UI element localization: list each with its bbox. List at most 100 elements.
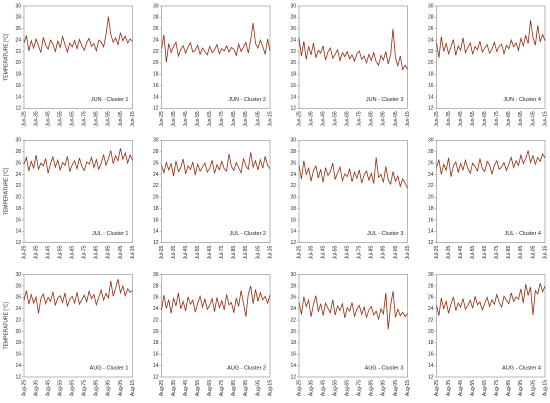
- data-line: [161, 285, 271, 317]
- y-tick-label: 20: [153, 195, 159, 201]
- x-tick-label: Jul-25: [21, 245, 27, 259]
- x-tick-label: Jul-65: [70, 245, 76, 259]
- x-tick-label: Jul-45: [45, 245, 51, 259]
- plot-frame: [436, 5, 546, 109]
- x-tick-label: Jul-55: [57, 245, 63, 259]
- panel: 12 14 16 18 20 22 24 26 28 30 Jun-25 Jun-35 Jun-45 Ju…: [290, 3, 410, 126]
- x-tick-label: Aug-85: [506, 380, 512, 396]
- y-tick-label: 14: [290, 229, 296, 235]
- panel: 12 14 16 18 20 22 24 26 28 30 Aug-25 Aug-35 Aug-45 Au…: [428, 272, 548, 396]
- panel-title: JUL - Cluster 1: [92, 231, 128, 237]
- x-tick-label: Jun-75: [219, 111, 225, 127]
- x-tick-label: Jun-65: [482, 111, 488, 127]
- y-tick-label: 22: [290, 183, 296, 189]
- plot-frame: [298, 140, 408, 243]
- y-tick-label: 14: [290, 363, 296, 369]
- x-tick-label: Jun-85: [231, 111, 237, 127]
- x-tick-label: Aug-45: [458, 380, 464, 396]
- y-tick-label: 24: [428, 306, 434, 312]
- y-tick-label: 18: [15, 72, 21, 78]
- y-tick-label: 22: [15, 317, 21, 323]
- y-tick-label: 24: [428, 172, 434, 178]
- x-tick-label: Jul-85: [369, 245, 375, 259]
- x-tick-label: Aug-35: [308, 380, 314, 396]
- x-tick-label: Jul-35: [171, 245, 177, 259]
- y-tick-label: 18: [153, 206, 159, 212]
- x-tick-label: Jun-35: [33, 111, 39, 127]
- y-tick-label: 20: [290, 195, 296, 201]
- x-tick-label: Aug-65: [482, 380, 488, 396]
- x-tick-label: Jun-25: [434, 111, 440, 127]
- y-tick-label: 18: [153, 340, 159, 346]
- y-tick-label: 30: [290, 272, 296, 278]
- x-tick-label: Aug-25: [434, 380, 440, 396]
- panel-title: JUL - Cluster 3: [367, 231, 403, 237]
- panel: 12 14 16 18 20 22 24 26 28 30 Jul-25 Jul-35 Jul-45 Ju…: [290, 138, 410, 260]
- x-tick-label: Aug-55: [470, 380, 476, 396]
- x-tick-label: Aug-75: [82, 380, 88, 396]
- y-tick-label: 30: [428, 3, 434, 9]
- y-tick-label: 30: [290, 138, 296, 144]
- x-tick-label: Jul-05: [393, 245, 399, 259]
- x-tick-label: Jun-25: [296, 111, 302, 127]
- x-tick-label: Jun-45: [458, 111, 464, 127]
- y-tick-label: 18: [290, 340, 296, 346]
- y-tick-label: 16: [428, 217, 434, 223]
- x-tick-label: Jul-95: [381, 245, 387, 259]
- y-tick-label: 12: [290, 106, 296, 112]
- x-tick-label: Aug-65: [345, 380, 351, 396]
- y-tick-label: 26: [290, 295, 296, 301]
- y-tick-label: 24: [15, 172, 21, 178]
- x-tick-label: Jul-55: [470, 245, 476, 259]
- x-tick-label: Jul-45: [458, 245, 464, 259]
- x-tick-label: Jul-45: [183, 245, 189, 259]
- y-tick-label: 14: [15, 229, 21, 235]
- y-tick-label: 14: [153, 94, 159, 100]
- y-tick-label: 16: [153, 352, 159, 358]
- plot-frame: [161, 274, 271, 378]
- y-tick-label: 22: [428, 183, 434, 189]
- panel-title: AUG - Cluster 3: [365, 365, 404, 371]
- x-tick-label: Jun-45: [183, 111, 189, 127]
- x-tick-label: Aug-55: [195, 380, 201, 396]
- y-tick-label: 14: [428, 363, 434, 369]
- data-line: [436, 150, 546, 177]
- y-tick-label: 24: [290, 306, 296, 312]
- x-tick-label: Jul-75: [82, 245, 88, 259]
- y-tick-label: 24: [290, 37, 296, 43]
- x-tick-label: Jul-35: [308, 245, 314, 259]
- panel-title: JUN - Cluster 3: [366, 97, 404, 103]
- y-tick-label: 26: [428, 295, 434, 301]
- y-tick-label: 14: [428, 229, 434, 235]
- panel: 12 14 16 18 20 22 24 26 28 30 Jul-25 Jul-35 Jul-45 Ju…: [428, 138, 548, 260]
- plot-frame: [436, 140, 546, 243]
- y-tick-label: 20: [428, 195, 434, 201]
- y-tick-label: 18: [428, 72, 434, 78]
- data-line: [436, 20, 546, 58]
- x-tick-label: Jun-45: [320, 111, 326, 127]
- x-tick-label: Jun-75: [82, 111, 88, 127]
- panel: 12 14 16 18 20 22 24 26 28 30 Aug-25 Aug-35 Aug-45 Au…: [290, 272, 410, 396]
- x-tick-label: Jun-85: [506, 111, 512, 127]
- y-axis-label: TEMPERATURE [°C]: [3, 33, 9, 81]
- y-tick-label: 26: [428, 160, 434, 166]
- panel: 12 14 16 18 20 22 24 26 28 30 Aug-25 Aug-35 Aug-45 Au…: [153, 272, 273, 396]
- y-tick-label: 16: [290, 352, 296, 358]
- plot-frame: [436, 274, 546, 378]
- y-tick-label: 30: [15, 138, 21, 144]
- x-tick-label: Jun-95: [381, 111, 387, 127]
- panel-title: JUN - Cluster 1: [91, 97, 129, 103]
- x-tick-label: Jun-95: [243, 111, 249, 127]
- x-tick-label: Jul-95: [106, 245, 112, 259]
- x-tick-label: Jul-05: [118, 245, 124, 259]
- y-tick-label: 30: [153, 3, 159, 9]
- x-tick-label: Aug-45: [45, 380, 51, 396]
- y-tick-label: 12: [428, 240, 434, 246]
- y-tick-label: 12: [15, 106, 21, 112]
- y-tick-label: 28: [15, 283, 21, 289]
- x-tick-label: Aug-95: [243, 380, 249, 396]
- y-tick-label: 12: [428, 374, 434, 380]
- x-tick-label: Aug-65: [207, 380, 213, 396]
- x-tick-label: Aug-15: [267, 380, 273, 396]
- y-tick-label: 26: [15, 160, 21, 166]
